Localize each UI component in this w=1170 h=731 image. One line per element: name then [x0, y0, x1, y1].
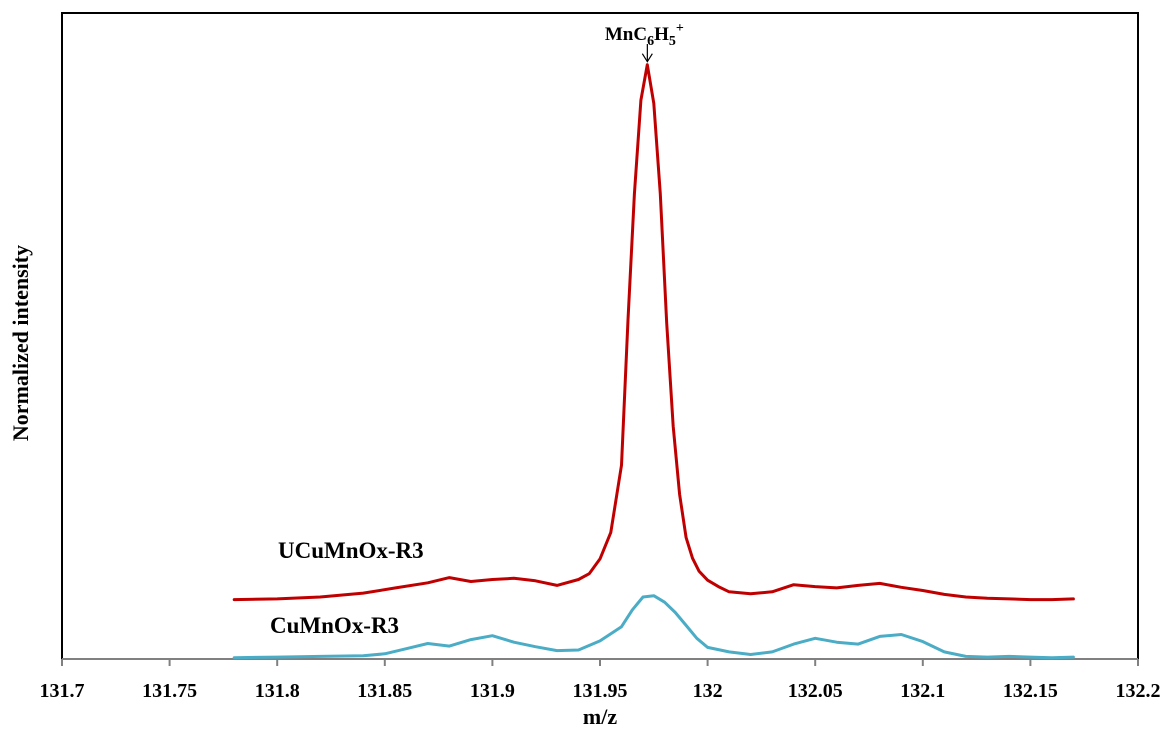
x-tick-label: 132.05	[788, 680, 843, 702]
x-tick-label: 131.95	[573, 680, 628, 702]
series-label-ucumnox-r3: UCuMnOx-R3	[278, 538, 424, 563]
formula-part-base: MnC	[605, 24, 647, 45]
formula-part-sub2: 5	[669, 34, 676, 49]
x-tick-label: 132.1	[900, 680, 945, 702]
plot-area-frame	[61, 12, 1139, 660]
y-axis-title: Normalized intensity	[8, 245, 33, 441]
x-tick-label: 131.7	[40, 680, 85, 702]
annotation-arrow-head	[641, 53, 653, 63]
x-tick-label: 132	[693, 680, 723, 702]
formula-part-sub1: 6	[647, 34, 654, 49]
series-label-cumnox-r3: CuMnOx-R3	[270, 613, 399, 638]
peak-annotation: MnC6H5+	[605, 21, 684, 63]
series-line-cumnox-r3	[232, 594, 1075, 660]
x-tick-label: 131.75	[142, 680, 197, 702]
series-layer	[232, 63, 1075, 660]
peak-formula-label: MnC6H5+	[605, 21, 684, 49]
x-axis-ticks: 131.7 131.75 131.8 131.85 131.9 131.95 132 132.…	[40, 659, 1161, 702]
x-tick-label: 132.15	[1003, 680, 1058, 702]
x-tick-label: 132.2	[1116, 680, 1161, 702]
x-tick-label: 131.9	[470, 680, 515, 702]
x-tick-label: 131.85	[357, 680, 412, 702]
series-line-ucumnox-r3	[232, 63, 1075, 602]
formula-part-sup: +	[676, 21, 684, 36]
series-labels: UCuMnOx-R3 CuMnOx-R3	[270, 538, 424, 638]
formula-part-mid: H	[654, 24, 669, 45]
x-axis-title: m/z	[583, 704, 617, 729]
x-tick-label: 131.8	[255, 680, 300, 702]
